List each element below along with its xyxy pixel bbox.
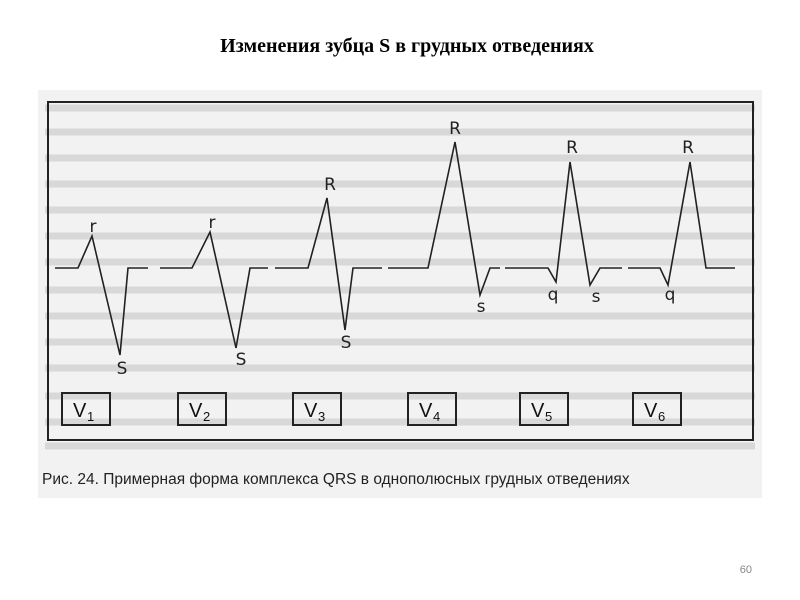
wave-label: R	[324, 175, 336, 195]
wave-label: S	[236, 350, 247, 370]
wave-label: R	[682, 138, 694, 158]
lead-box	[407, 392, 457, 426]
lead-letter: V	[531, 400, 545, 422]
lead-box	[61, 392, 111, 426]
lead-box	[292, 392, 342, 426]
lead-letter: V	[189, 400, 203, 422]
wave-label: S	[341, 333, 352, 353]
wave-labels: r Sr S R S Rs Rq s Rq	[90, 119, 695, 379]
wave-label: r	[209, 213, 216, 233]
lead-index: 6	[658, 409, 665, 424]
lead-box	[519, 392, 569, 426]
lead-index: 5	[545, 409, 552, 424]
caption: Рис. 24. Примерная форма комплекса QRS в…	[42, 471, 630, 488]
lead-letter: V	[304, 400, 318, 422]
lead-index: 3	[318, 409, 325, 424]
lead-letter: V	[644, 400, 658, 422]
wave-label: r	[90, 217, 97, 237]
wave-label: s	[592, 287, 601, 307]
traces	[55, 141, 735, 356]
title: Изменения зубца S в грудных отведениях	[220, 35, 594, 57]
lead-index: 2	[203, 409, 210, 424]
scan-background	[38, 90, 762, 498]
lead-box	[632, 392, 682, 426]
wave-label: q	[665, 285, 676, 305]
lead-index: 4	[433, 409, 440, 424]
figure-frame	[47, 101, 754, 441]
wave-label: q	[548, 285, 559, 305]
page-number: 60	[740, 564, 752, 576]
wave-label: R	[566, 138, 578, 158]
lead-letter: V	[419, 400, 433, 422]
lead-letter: V	[73, 400, 87, 422]
lead-index: 1	[87, 409, 94, 424]
wave-label: S	[117, 359, 128, 379]
lead-box	[177, 392, 227, 426]
wave-label: R	[449, 119, 461, 139]
wave-label: s	[477, 297, 486, 317]
